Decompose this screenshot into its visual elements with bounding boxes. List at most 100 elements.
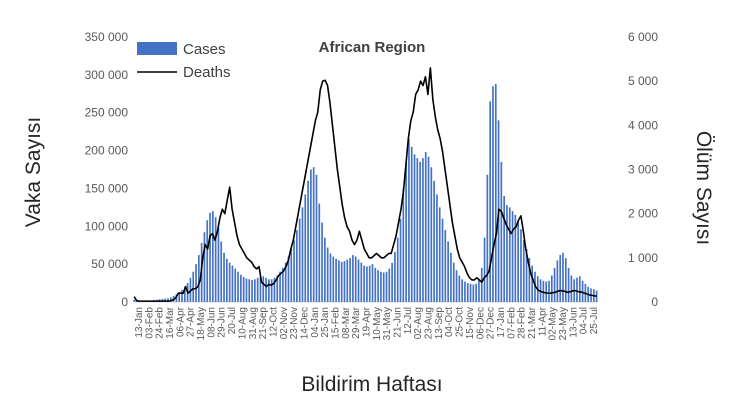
x-tick-label: 31-Aug	[248, 307, 259, 339]
cases-bar	[183, 286, 186, 302]
cases-bar	[567, 267, 570, 302]
cases-bar	[408, 139, 410, 302]
x-tick-label: 25-Oct	[455, 307, 466, 337]
cases-bar	[276, 275, 279, 302]
cases-bar	[357, 259, 360, 302]
cases-bar	[368, 265, 371, 302]
cases-bar	[262, 276, 265, 302]
cases-bar	[511, 211, 514, 302]
y-right-tick-label: 0	[651, 295, 658, 309]
y-right-tick-label: 3 000	[628, 163, 658, 177]
x-tick-label: 23-Nov	[289, 307, 300, 339]
cases-bar	[307, 180, 309, 302]
y-left-tick-label: 350 000	[85, 30, 129, 44]
cases-bar	[525, 249, 528, 302]
cases-bar	[531, 265, 534, 302]
cases-bar	[329, 253, 332, 302]
cases-bar	[396, 237, 399, 302]
cases-bar	[455, 270, 458, 302]
x-tick-label: 02-May	[548, 307, 559, 340]
y-axis-left-title: Vaka Sayısı	[22, 117, 45, 228]
cases-bar	[436, 194, 438, 302]
x-axis-ticks: 13-Jan 03-Feb 24-Feb 16-Mar 06-Apr 27-Apr 18-M…	[134, 306, 600, 340]
cases-bar	[542, 280, 545, 302]
y-right-tick-label: 1 000	[628, 251, 658, 265]
cases-bar	[452, 262, 455, 302]
cases-bar	[169, 297, 172, 302]
x-tick-label: 11-Apr	[537, 306, 548, 336]
legend-cases-swatch	[137, 42, 177, 55]
cases-bar	[514, 214, 517, 302]
cases-bar	[559, 255, 562, 302]
cases-bar	[287, 256, 290, 302]
cases-bar	[380, 271, 382, 302]
x-tick-label: 25-Jul	[589, 307, 600, 334]
y-left-tick-label: 50 000	[91, 257, 128, 271]
cases-bar	[458, 275, 461, 302]
cases-bar	[195, 264, 197, 302]
cases-bar	[237, 271, 239, 302]
x-axis-title: Bildirim Haftası	[301, 373, 442, 396]
x-tick-label: 23-Aug	[424, 307, 435, 339]
x-tick-label: 19-Apr	[362, 306, 373, 337]
cases-bar	[363, 265, 365, 302]
x-tick-label: 24-Feb	[155, 307, 166, 339]
cases-bar	[388, 268, 391, 302]
x-tick-label: 10-May	[372, 307, 383, 340]
x-tick-label: 27-Apr	[186, 306, 197, 337]
cases-bar	[240, 274, 242, 302]
cases-bar	[564, 258, 567, 302]
x-tick-label: 17-Jan	[496, 307, 507, 338]
cases-bar	[192, 271, 195, 302]
cases-bar	[480, 267, 483, 302]
x-tick-label: 15-Nov	[465, 307, 476, 339]
x-tick-label: 04-Jul	[579, 307, 590, 334]
cases-bar	[550, 275, 553, 302]
cases-bar	[301, 207, 304, 302]
cases-bar	[284, 262, 287, 302]
cases-bar	[466, 283, 469, 302]
cases-bar	[254, 279, 256, 302]
y-right-tick-label: 4 000	[628, 118, 658, 132]
cases-bar	[242, 277, 245, 302]
cases-bar	[506, 205, 508, 302]
cases-bar	[405, 161, 407, 302]
cases-bar	[433, 180, 435, 302]
x-tick-label: 28-Feb	[517, 307, 528, 339]
cases-bar	[419, 161, 421, 302]
x-tick-label: 13-Jan	[134, 307, 145, 338]
cases-bar	[209, 212, 211, 302]
cases-bar	[197, 255, 200, 302]
cases-bar	[298, 218, 301, 302]
x-tick-label: 06-Dec	[475, 307, 486, 339]
cases-bar	[492, 86, 494, 303]
x-tick-label: 21-Sep	[258, 307, 269, 340]
x-tick-label: 14-Dec	[299, 307, 310, 339]
cases-bar	[444, 230, 447, 302]
legend: Cases Deaths	[137, 41, 231, 81]
cases-bar	[248, 279, 251, 302]
deaths-line	[133, 67, 597, 302]
x-tick-label: 04-Oct	[444, 307, 455, 337]
cases-bar	[318, 203, 321, 302]
cases-bar	[181, 289, 183, 302]
cases-bar	[256, 277, 259, 302]
cases-bar	[553, 267, 556, 302]
cases-bar	[520, 229, 522, 302]
cases-bar	[335, 258, 337, 302]
cases-bar	[489, 101, 491, 302]
cases-bar	[211, 211, 214, 302]
cases-bar	[424, 152, 427, 302]
cases-bar	[290, 249, 293, 302]
x-tick-label: 08-Jun	[206, 307, 217, 338]
cases-bar	[494, 83, 497, 302]
cases-bar	[321, 222, 323, 302]
cases-bar	[402, 188, 405, 302]
cases-bar	[450, 252, 452, 302]
x-tick-label: 10-Aug	[237, 307, 248, 339]
cases-bars	[133, 83, 598, 303]
cases-bar	[517, 220, 520, 302]
cases-bar	[416, 158, 419, 302]
cases-bar	[133, 299, 136, 302]
cases-bar	[268, 279, 270, 302]
